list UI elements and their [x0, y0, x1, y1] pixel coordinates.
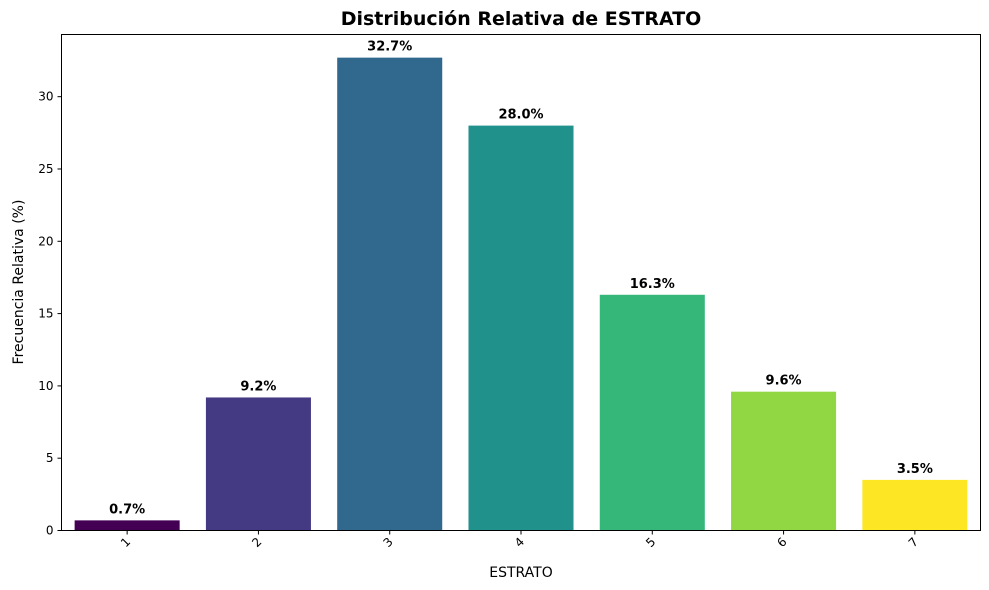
y-tick-label-15: 15: [38, 307, 53, 321]
x-tick-label-6: 6: [774, 535, 789, 550]
x-tick-label-7: 7: [906, 535, 921, 550]
chart-title: Distribución Relativa de ESTRATO: [341, 8, 702, 30]
x-tick-label-4: 4: [512, 535, 527, 550]
y-tick-label-0: 0: [46, 524, 54, 538]
x-tick-label-3: 3: [381, 535, 396, 550]
data-label-3: 32.7%: [367, 40, 412, 55]
data-label-5: 16.3%: [630, 277, 675, 292]
y-tick-label-25: 25: [38, 162, 53, 176]
x-axis-label: ESTRATO: [489, 565, 553, 581]
y-tick-label-10: 10: [38, 379, 53, 393]
bar-7: [862, 479, 968, 531]
bar-5: [599, 294, 705, 531]
data-label-4: 28.0%: [498, 108, 543, 123]
plot-frame: [61, 34, 981, 531]
bar-3: [337, 57, 443, 531]
x-tick-label-5: 5: [643, 535, 658, 550]
y-tick-label-30: 30: [38, 90, 53, 104]
data-label-6: 9.6%: [766, 374, 802, 389]
bar-2: [205, 397, 311, 531]
y-tick-label-20: 20: [38, 234, 53, 248]
x-axis: 1 2 3 4 5 6 7: [118, 530, 921, 550]
x-tick-label-1: 1: [118, 535, 133, 550]
bar-6: [731, 391, 837, 531]
data-label-7: 3.5%: [897, 462, 933, 477]
x-tick-label-2: 2: [249, 535, 264, 550]
y-axis-label: Frecuencia Relativa (%): [11, 200, 27, 365]
data-label-2: 9.2%: [240, 379, 276, 394]
y-axis: 0 5 10 15 20 25 30: [38, 90, 62, 538]
data-label-1: 0.7%: [109, 502, 145, 517]
y-tick-label-5: 5: [46, 451, 54, 465]
bar-1: [74, 520, 180, 531]
bar-4: [468, 125, 574, 531]
data-labels-group: 0.7% 9.2% 32.7% 28.0% 16.3% 9.6% 3.5%: [109, 40, 933, 518]
bars-group: [74, 57, 968, 531]
